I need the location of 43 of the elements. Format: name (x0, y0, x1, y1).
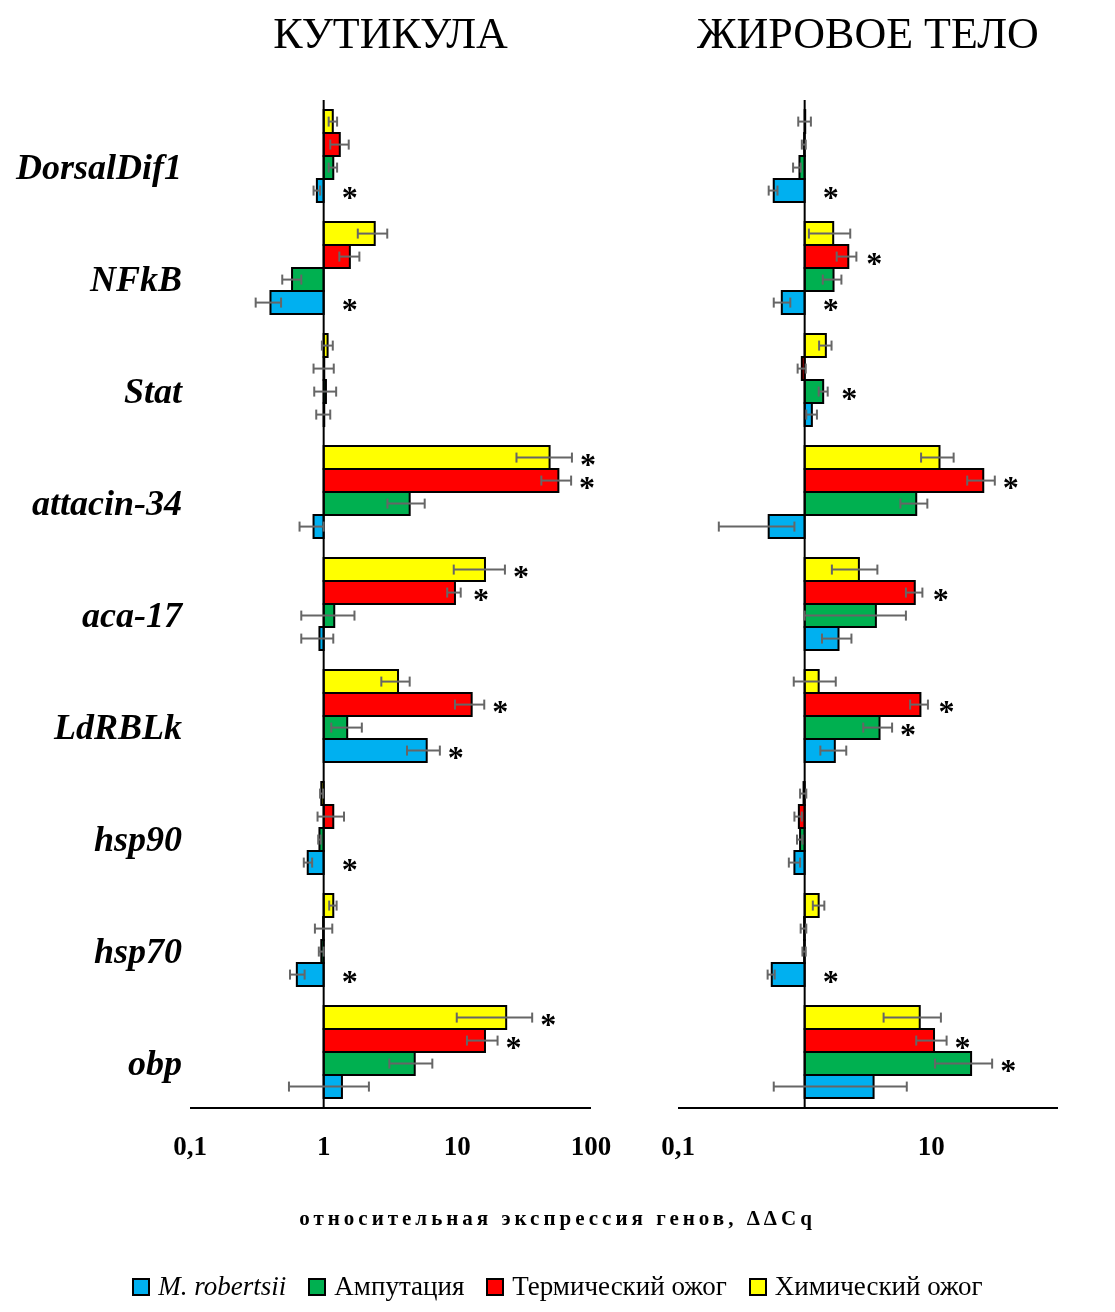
x-tick-label: 0,1 (661, 1131, 695, 1162)
y-tick-label: obp (128, 1042, 182, 1083)
data-label: * (938, 692, 955, 729)
x-tick-label: 0,1 (173, 1131, 207, 1162)
data-label: * (841, 379, 858, 416)
legend-label: Термический ожог (512, 1271, 727, 1302)
data-label: * (866, 244, 883, 281)
y-tick-label: DorsalDif1 (14, 146, 182, 187)
legend-label: Химический ожог (774, 1271, 983, 1302)
chart-title: ЖИРОВОЕ ТЕЛО (696, 8, 1040, 59)
x-tick-label: 10 (443, 1131, 471, 1162)
y-tick-label: aca-17 (82, 594, 184, 635)
y-tick-label: hsp90 (93, 818, 182, 859)
data-label: * (540, 1005, 557, 1042)
data-label: * (900, 715, 917, 752)
x-tick-label: 100 (570, 1131, 612, 1162)
data-label: * (954, 1028, 971, 1065)
x-axis-title: относительная экспрессия генов, ΔΔCq (298, 1206, 817, 1231)
data-label: * (1002, 468, 1019, 505)
y-tick-label: Stat (123, 370, 183, 411)
data-label: * (341, 962, 358, 999)
legend-label: Ампутация (334, 1271, 465, 1302)
legend-label: M. robertsii (158, 1271, 287, 1302)
data-label: * (505, 1028, 522, 1065)
x-tick-label: 10 (917, 1131, 945, 1162)
x-tick-label: 1 (316, 1131, 331, 1162)
data-label: * (822, 290, 839, 327)
data-label: * (341, 178, 358, 215)
data-label: * (512, 557, 529, 594)
data-label: * (932, 580, 949, 617)
data-label: * (447, 738, 464, 775)
data-label: * (1000, 1051, 1017, 1088)
y-tick-label: attacin-34 (32, 482, 182, 523)
y-tick-label: hsp70 (93, 930, 182, 971)
data-label: * (341, 850, 358, 887)
data-label: * (822, 178, 839, 215)
y-tick-label: NFkB (88, 258, 182, 299)
data-label: * (341, 290, 358, 327)
data-label: * (472, 580, 489, 617)
y-tick-label: LdRBLk (52, 706, 182, 747)
chart-title: КУТИКУЛА (272, 8, 509, 59)
data-label: * (822, 962, 839, 999)
data-label: * (492, 692, 509, 729)
